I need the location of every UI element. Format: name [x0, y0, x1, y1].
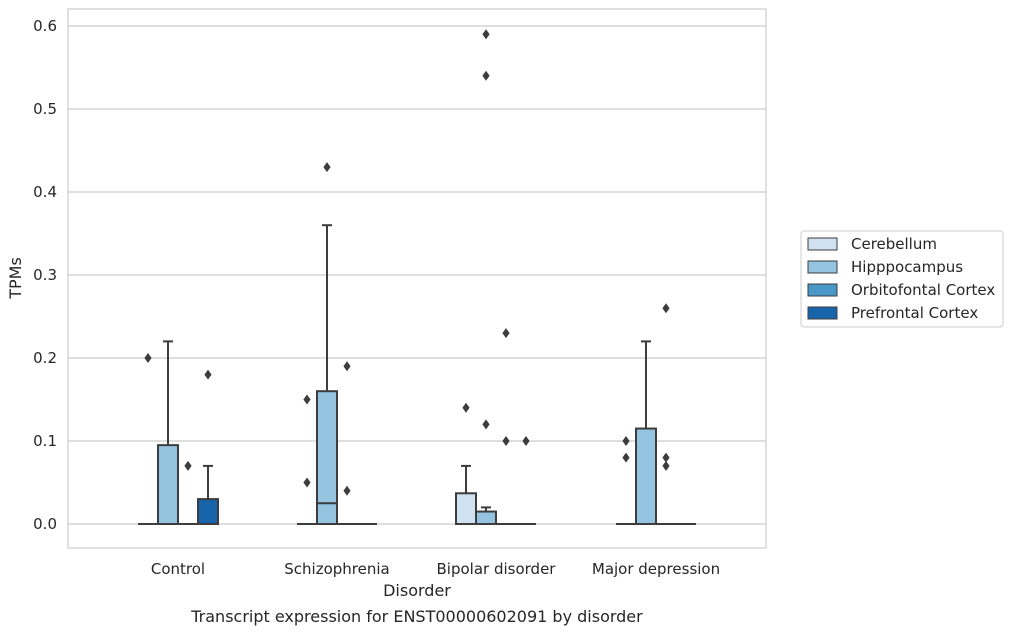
box-1-0: [157, 340, 179, 525]
outlier-point: [462, 402, 470, 413]
legend-swatch: [807, 260, 838, 274]
legend: Cerebellum Hipppocampus Orbitofontal Corte…: [800, 230, 1004, 328]
outlier-point: [622, 436, 630, 446]
box-body: [157, 444, 179, 525]
box-1-1: [316, 162, 338, 526]
x-tick-labels: Control Schizophrenia Bipolar disorder Majo…: [151, 560, 720, 578]
outlier-point: [662, 303, 670, 314]
box-groups: [138, 29, 696, 526]
box-body: [455, 492, 477, 526]
legend-swatch: [807, 283, 838, 297]
outlier-point: [622, 452, 630, 463]
x-tick-label: Major depression: [592, 560, 720, 578]
grid-lines: [68, 25, 766, 525]
y-tick-label: 0.1: [33, 432, 57, 450]
outlier-point: [502, 436, 510, 446]
x-tick-label: Schizophrenia: [284, 560, 389, 578]
y-tick-label: 0.5: [33, 100, 57, 118]
box-0-2: [455, 402, 477, 526]
y-tick-labels: 0.0 0.1 0.2 0.3 0.4 0.5 0.6: [33, 17, 57, 533]
legend-swatch: [807, 306, 838, 320]
box-2-0: [178, 460, 198, 525]
plot-area-frame: [67, 8, 767, 549]
box-body: [475, 510, 497, 525]
box-1-3: [635, 340, 657, 525]
y-tick-label: 0.2: [33, 349, 57, 367]
outlier-point: [144, 353, 152, 363]
outlier-point: [522, 436, 530, 446]
outlier-point: [184, 460, 192, 471]
box-body: [197, 498, 219, 526]
box-body: [635, 427, 657, 525]
box-body: [316, 390, 338, 526]
legend-swatch: [807, 237, 838, 251]
box-0-0: [138, 353, 158, 525]
y-axis-label: TPMs: [6, 257, 25, 300]
figure-caption: Transcript expression for ENST0000060209…: [190, 607, 643, 626]
y-tick-label: 0.0: [33, 515, 57, 533]
y-tick-label: 0.3: [33, 266, 57, 284]
box-0-1: [297, 394, 317, 525]
outlier-point: [482, 70, 490, 81]
box-2-2: [496, 328, 516, 525]
outlier-point: [343, 485, 351, 496]
outlier-point: [482, 419, 490, 430]
outlier-point: [662, 452, 670, 463]
box-0-3: [616, 436, 636, 525]
legend-label: Orbitofontal Cortex: [851, 281, 995, 299]
x-tick-label: Bipolar disorder: [437, 560, 557, 578]
legend-label: Hipppocampus: [851, 258, 963, 276]
y-tick-label: 0.4: [33, 183, 57, 201]
box-2-3: [656, 303, 676, 525]
box-3-0: [197, 369, 219, 526]
x-axis-label: Disorder: [383, 581, 451, 600]
x-tick-label: Control: [151, 560, 205, 578]
outlier-point: [303, 477, 311, 488]
legend-label: Cerebellum: [851, 235, 937, 253]
outlier-point: [343, 361, 351, 372]
outlier-point: [303, 394, 311, 405]
box-1-2: [475, 29, 497, 525]
outlier-point: [482, 29, 490, 40]
outlier-point: [662, 460, 670, 471]
legend-frame: [800, 230, 1004, 328]
box-2-1: [337, 361, 357, 525]
outlier-point: [204, 369, 212, 380]
box-3-2: [516, 436, 536, 525]
legend-label: Prefrontal Cortex: [851, 304, 978, 322]
y-tick-label: 0.6: [33, 17, 57, 35]
outlier-point: [502, 328, 510, 339]
legend-items: Cerebellum Hipppocampus Orbitofontal Corte…: [807, 235, 995, 322]
outlier-point: [323, 162, 331, 173]
